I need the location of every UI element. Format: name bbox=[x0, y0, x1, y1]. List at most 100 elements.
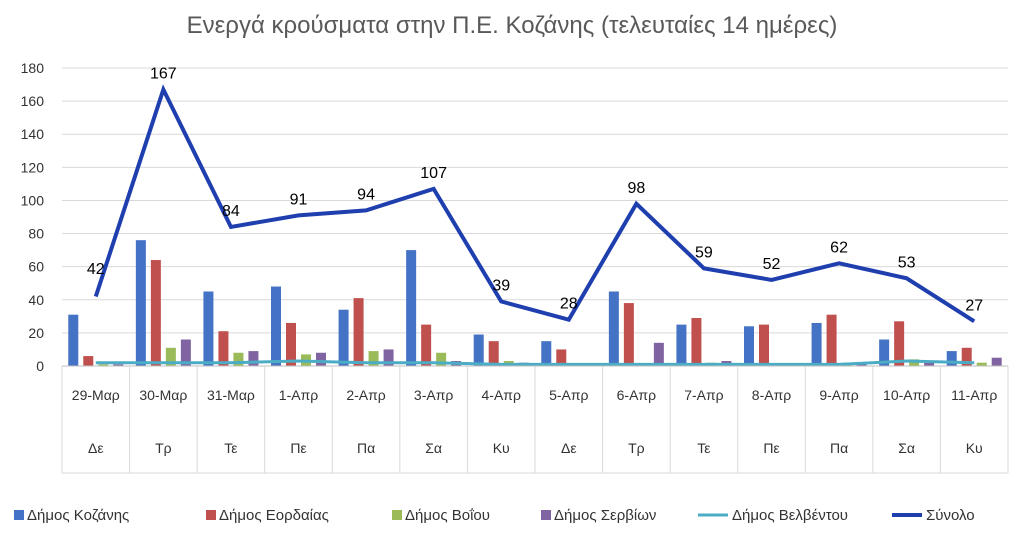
bars bbox=[68, 240, 1002, 366]
data-label: 53 bbox=[898, 254, 916, 271]
bar bbox=[353, 298, 364, 366]
x-day-label: Τε bbox=[224, 440, 237, 456]
series-line bbox=[95, 359, 975, 366]
y-tick-label: 100 bbox=[21, 192, 45, 208]
data-labels: 42 167 84 91 94 107 39 28 98 59 52 62 53 27 bbox=[87, 66, 983, 315]
x-tick-label: 2-Απρ bbox=[346, 387, 385, 403]
chart-title: Ενεργά κρούσματα στην Π.Ε. Κοζάνης (τελε… bbox=[187, 12, 838, 39]
x-day-label: Πα bbox=[357, 440, 375, 456]
x-day-label: Δε bbox=[561, 440, 577, 456]
bar bbox=[98, 364, 109, 366]
bar bbox=[421, 324, 432, 366]
legend-swatch bbox=[206, 510, 216, 520]
bar bbox=[946, 351, 957, 366]
data-label: 59 bbox=[695, 244, 713, 261]
legend-label: Δήμος Βοΐου bbox=[405, 507, 490, 524]
bar bbox=[961, 347, 972, 366]
y-tick-label: 140 bbox=[21, 126, 45, 142]
y-tick-label: 80 bbox=[28, 226, 44, 242]
y-tick-label: 0 bbox=[36, 358, 44, 374]
x-tick-label: 6-Απρ bbox=[617, 387, 656, 403]
bar bbox=[556, 349, 567, 366]
bar bbox=[653, 342, 664, 366]
data-label: 27 bbox=[965, 297, 983, 314]
legend-label: Δήμος Κοζάνης bbox=[27, 507, 129, 524]
x-tick-label: 8-Απρ bbox=[752, 387, 791, 403]
x-day-label: Τε bbox=[697, 440, 710, 456]
data-label: 94 bbox=[357, 186, 375, 203]
legend-swatch bbox=[541, 510, 551, 520]
x-day-label: Δε bbox=[88, 440, 104, 456]
bar bbox=[406, 250, 417, 366]
x-tick-label: 1-Απρ bbox=[279, 387, 318, 403]
bar bbox=[203, 291, 214, 366]
bar bbox=[165, 347, 176, 366]
bar bbox=[924, 361, 935, 366]
bar bbox=[83, 356, 94, 366]
y-tick-label: 180 bbox=[21, 60, 45, 76]
data-label: 42 bbox=[87, 261, 105, 278]
bar bbox=[150, 260, 161, 366]
bar bbox=[436, 352, 447, 366]
y-tick-label: 120 bbox=[21, 159, 45, 175]
y-tick-label: 60 bbox=[28, 259, 44, 275]
series-line bbox=[93, 84, 976, 323]
x-day-label: Κυ bbox=[966, 440, 983, 456]
bar bbox=[976, 362, 987, 366]
legend-swatch bbox=[14, 510, 24, 520]
x-tick-label: 11-Απρ bbox=[951, 387, 997, 403]
x-day-label: Πε bbox=[763, 440, 779, 456]
legend: Δήμος Κοζάνης Δήμος Εορδαίας Δήμος Βοΐου Δή… bbox=[14, 507, 975, 524]
bar bbox=[811, 322, 822, 366]
bar bbox=[676, 324, 687, 366]
bar bbox=[826, 314, 837, 366]
bar bbox=[608, 291, 619, 366]
legend-label: Δήμος Βελβέντου bbox=[732, 507, 848, 524]
data-label: 98 bbox=[627, 180, 645, 197]
legend-swatch bbox=[392, 510, 402, 520]
x-day-label: Κυ bbox=[493, 440, 510, 456]
bar bbox=[316, 352, 326, 366]
x-tick-label: 29-Μαρ bbox=[72, 387, 120, 403]
legend-label: Σύνολο bbox=[926, 507, 975, 524]
bar bbox=[894, 321, 905, 366]
bar bbox=[68, 314, 79, 366]
bar bbox=[286, 322, 296, 366]
data-label: 84 bbox=[222, 203, 240, 220]
data-label: 39 bbox=[492, 277, 510, 294]
x-tick-label: 30-Μαρ bbox=[139, 387, 187, 403]
bar bbox=[623, 303, 634, 366]
data-label: 52 bbox=[763, 256, 781, 273]
bar bbox=[271, 286, 281, 366]
x-tick-label: 10-Απρ bbox=[883, 387, 930, 403]
bar bbox=[541, 341, 552, 366]
x-tick-label: 3-Απρ bbox=[414, 387, 453, 403]
bar bbox=[113, 364, 124, 366]
x-tick-label: 31-Μαρ bbox=[207, 387, 255, 403]
y-tick-label: 20 bbox=[28, 325, 44, 341]
lines bbox=[93, 84, 976, 366]
bar bbox=[473, 334, 484, 366]
y-tick-label: 160 bbox=[21, 93, 45, 109]
bar bbox=[135, 240, 146, 366]
bar bbox=[233, 352, 244, 366]
data-label: 62 bbox=[830, 239, 848, 256]
bar bbox=[383, 349, 394, 366]
data-label: 91 bbox=[290, 191, 308, 208]
x-tick-label: 7-Απρ bbox=[684, 387, 723, 403]
bar bbox=[759, 324, 769, 366]
x-day-label: Πε bbox=[290, 440, 306, 456]
bar bbox=[744, 326, 754, 366]
x-day-label: Πα bbox=[830, 440, 848, 456]
x-axis: 29-Μαρ Δε 30-Μαρ Τρ 31-Μαρ Τε 1-Απρ Πε 2-Απρ Πα 3-… bbox=[61, 365, 1009, 474]
y-tick-label: 40 bbox=[28, 292, 44, 308]
bar bbox=[218, 331, 229, 366]
data-label: 107 bbox=[420, 165, 447, 182]
x-day-label: Τρ bbox=[155, 440, 172, 456]
x-tick-label: 5-Απρ bbox=[549, 387, 588, 403]
bar bbox=[879, 339, 890, 366]
x-tick-label: 4-Απρ bbox=[482, 387, 521, 403]
bar bbox=[991, 357, 1002, 366]
bar bbox=[488, 341, 499, 366]
